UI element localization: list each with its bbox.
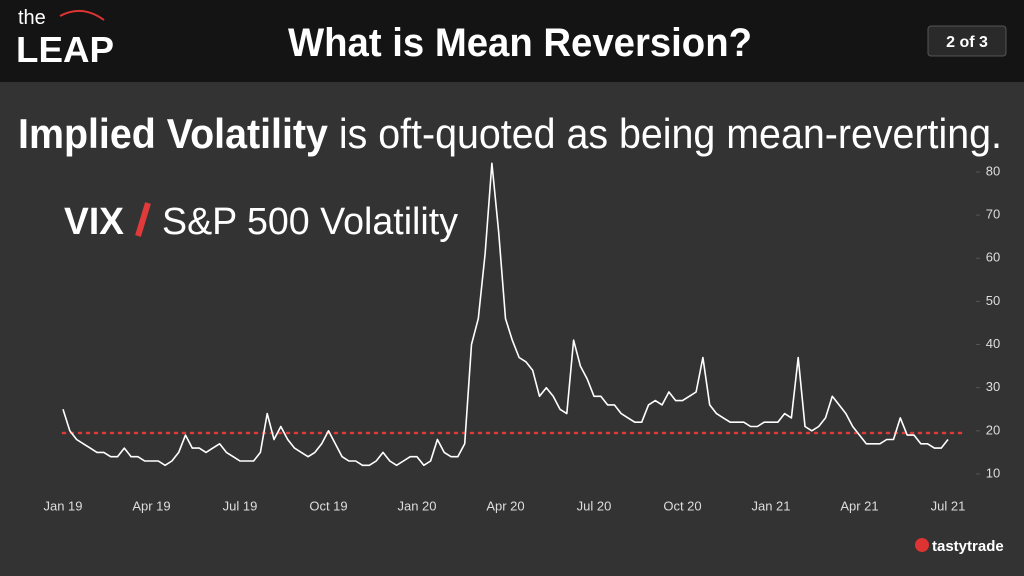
x-tick-label: Apr 19 — [132, 498, 170, 513]
x-tick-label: Apr 20 — [486, 498, 524, 513]
y-tick-label: 60 — [986, 250, 1000, 265]
subtitle-rest: is oft-quoted as being mean-reverting. — [328, 110, 1002, 157]
page-indicator: 2 of 3 — [946, 34, 988, 51]
logo-arc — [59, 9, 105, 21]
x-tick-label: Jul 20 — [577, 498, 612, 513]
x-tick-label: Apr 21 — [840, 498, 878, 513]
logo-main: LEAP — [16, 29, 114, 70]
y-tick-label: 10 — [986, 465, 1000, 480]
x-tick-label: Jul 19 — [223, 498, 258, 513]
x-tick-label: Jan 20 — [397, 498, 436, 513]
page-badge — [927, 25, 1007, 57]
y-tick-label: 50 — [986, 293, 1000, 308]
title-separator — [135, 202, 151, 237]
chart-subtitle: S&P 500 Volatility — [162, 201, 458, 243]
footer-logo-icon — [915, 538, 929, 552]
chart-title: VIX — [64, 201, 125, 243]
subtitle-bold: Implied Volatility — [18, 110, 329, 157]
x-tick-label: Oct 19 — [309, 498, 347, 513]
footer-logo: tastytrade — [932, 538, 1004, 555]
y-tick-label: 20 — [986, 422, 1000, 437]
x-tick-label: Oct 20 — [663, 498, 701, 513]
y-tick-label: 70 — [986, 207, 1000, 222]
x-tick-label: Jan 19 — [43, 498, 82, 513]
header-bar — [0, 0, 1024, 82]
slide-title: What is Mean Reversion? — [288, 21, 752, 65]
x-tick-label: Jul 21 — [931, 498, 966, 513]
vix-line — [62, 162, 949, 467]
y-tick-label: 30 — [986, 379, 1000, 394]
x-tick-label: Jan 21 — [751, 498, 790, 513]
subtitle: Implied Volatility is oft-quoted as bein… — [18, 110, 1002, 157]
y-tick-label: 40 — [986, 336, 1000, 351]
y-tick-label: 80 — [986, 163, 1000, 178]
logo-top: the — [18, 7, 46, 29]
